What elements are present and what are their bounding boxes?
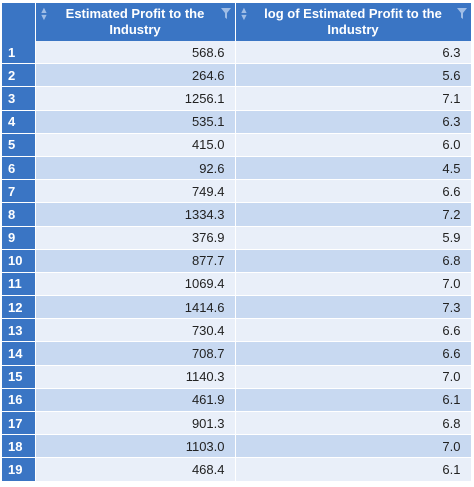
index-header — [2, 3, 36, 41]
filter-icon[interactable] — [456, 8, 467, 19]
table-row[interactable]: 16 461.9 6.1 — [2, 388, 472, 413]
table-row[interactable]: 13 730.4 6.6 — [2, 318, 472, 343]
profit-cell: 1103.0 — [35, 434, 236, 459]
table-row[interactable]: 11 1069.4 7.0 — [2, 272, 472, 297]
profit-cell: 92.6 — [35, 156, 236, 181]
row-index-cell: 12 — [2, 295, 36, 320]
table-row[interactable]: 2 264.6 5.6 — [2, 63, 472, 88]
table-row[interactable]: 12 1414.6 7.3 — [2, 295, 472, 320]
profit-cell: 461.9 — [35, 388, 236, 413]
profit-cell: 877.7 — [35, 249, 236, 273]
row-index-cell: 1 — [2, 41, 36, 65]
row-index-cell: 4 — [2, 110, 36, 134]
profit-cell: 1069.4 — [35, 272, 236, 297]
table-row[interactable]: 17 901.3 6.8 — [2, 411, 472, 436]
row-index-cell: 2 — [2, 63, 36, 88]
log-profit-cell: 6.6 — [235, 318, 472, 343]
log-profit-cell: 7.0 — [235, 272, 472, 297]
column-header-label: Estimated Profit to the Industry — [65, 6, 205, 37]
row-index-cell: 5 — [2, 133, 36, 157]
profit-cell: 1334.3 — [35, 202, 236, 227]
table-row[interactable]: 4 535.1 6.3 — [2, 110, 472, 134]
table-body: 1 568.6 6.3 2 264.6 5.6 3 1256.1 7.1 4 535.1 6.3 5 41… — [2, 41, 472, 482]
row-index-cell: 9 — [2, 226, 36, 250]
column-header-profit[interactable]: ▲ ▼ Estimated Profit to the Industry — [35, 3, 236, 41]
data-table-container: ▲ ▼ Estimated Profit to the Industry ▲ ▼ l… — [2, 3, 472, 482]
table-row[interactable]: 10 877.7 6.8 — [2, 249, 472, 273]
row-index-cell: 14 — [2, 341, 36, 366]
table-row[interactable]: 6 92.6 4.5 — [2, 156, 472, 181]
profit-cell: 415.0 — [35, 133, 236, 157]
row-index-cell: 3 — [2, 86, 36, 111]
row-index-cell: 15 — [2, 365, 36, 389]
table-row[interactable]: 3 1256.1 7.1 — [2, 86, 472, 111]
table-row[interactable]: 8 1334.3 7.2 — [2, 202, 472, 227]
table-row[interactable]: 5 415.0 6.0 — [2, 133, 472, 157]
profit-cell: 1256.1 — [35, 86, 236, 111]
log-profit-cell: 6.1 — [235, 457, 472, 482]
row-index-cell: 16 — [2, 388, 36, 413]
log-profit-cell: 7.1 — [235, 86, 472, 111]
table-row[interactable]: 7 749.4 6.6 — [2, 179, 472, 204]
row-index-cell: 8 — [2, 202, 36, 227]
row-index-cell: 11 — [2, 272, 36, 297]
profit-cell: 568.6 — [35, 41, 236, 65]
profit-cell: 1414.6 — [35, 295, 236, 320]
row-index-cell: 13 — [2, 318, 36, 343]
table-row[interactable]: 18 1103.0 7.0 — [2, 434, 472, 459]
log-profit-cell: 6.0 — [235, 133, 472, 157]
profit-cell: 468.4 — [35, 457, 236, 482]
profit-cell: 730.4 — [35, 318, 236, 343]
row-index-cell: 17 — [2, 411, 36, 436]
sort-icon[interactable]: ▲ ▼ — [239, 5, 249, 22]
sort-icon[interactable]: ▲ ▼ — [39, 5, 49, 22]
table-row[interactable]: 19 468.4 6.1 — [2, 457, 472, 482]
profit-cell: 376.9 — [35, 226, 236, 250]
log-profit-cell: 4.5 — [235, 156, 472, 181]
row-index-cell: 7 — [2, 179, 36, 204]
log-profit-cell: 7.0 — [235, 434, 472, 459]
log-profit-cell: 7.0 — [235, 365, 472, 389]
row-index-cell: 18 — [2, 434, 36, 459]
column-header-label: log of Estimated Profit to the Industry — [264, 6, 442, 37]
log-profit-cell: 5.6 — [235, 63, 472, 88]
table-header-row: ▲ ▼ Estimated Profit to the Industry ▲ ▼ l… — [2, 3, 472, 41]
filter-icon[interactable] — [220, 8, 231, 19]
log-profit-cell: 6.3 — [235, 41, 472, 65]
table-row[interactable]: 1 568.6 6.3 — [2, 41, 472, 65]
log-profit-cell: 7.2 — [235, 202, 472, 227]
table-row[interactable]: 14 708.7 6.6 — [2, 341, 472, 366]
row-index-cell: 6 — [2, 156, 36, 181]
log-profit-cell: 6.6 — [235, 341, 472, 366]
column-header-log-profit[interactable]: ▲ ▼ log of Estimated Profit to the Indust… — [235, 3, 472, 41]
data-table: ▲ ▼ Estimated Profit to the Industry ▲ ▼ l… — [2, 3, 472, 482]
profit-cell: 749.4 — [35, 179, 236, 204]
table-row[interactable]: 15 1140.3 7.0 — [2, 365, 472, 389]
log-profit-cell: 6.8 — [235, 411, 472, 436]
profit-cell: 264.6 — [35, 63, 236, 88]
log-profit-cell: 7.3 — [235, 295, 472, 320]
log-profit-cell: 6.8 — [235, 249, 472, 273]
table-row[interactable]: 9 376.9 5.9 — [2, 226, 472, 250]
row-index-cell: 10 — [2, 249, 36, 273]
profit-cell: 535.1 — [35, 110, 236, 134]
log-profit-cell: 5.9 — [235, 226, 472, 250]
log-profit-cell: 6.1 — [235, 388, 472, 413]
profit-cell: 1140.3 — [35, 365, 236, 389]
log-profit-cell: 6.6 — [235, 179, 472, 204]
profit-cell: 901.3 — [35, 411, 236, 436]
row-index-cell: 19 — [2, 457, 36, 482]
log-profit-cell: 6.3 — [235, 110, 472, 134]
profit-cell: 708.7 — [35, 341, 236, 366]
